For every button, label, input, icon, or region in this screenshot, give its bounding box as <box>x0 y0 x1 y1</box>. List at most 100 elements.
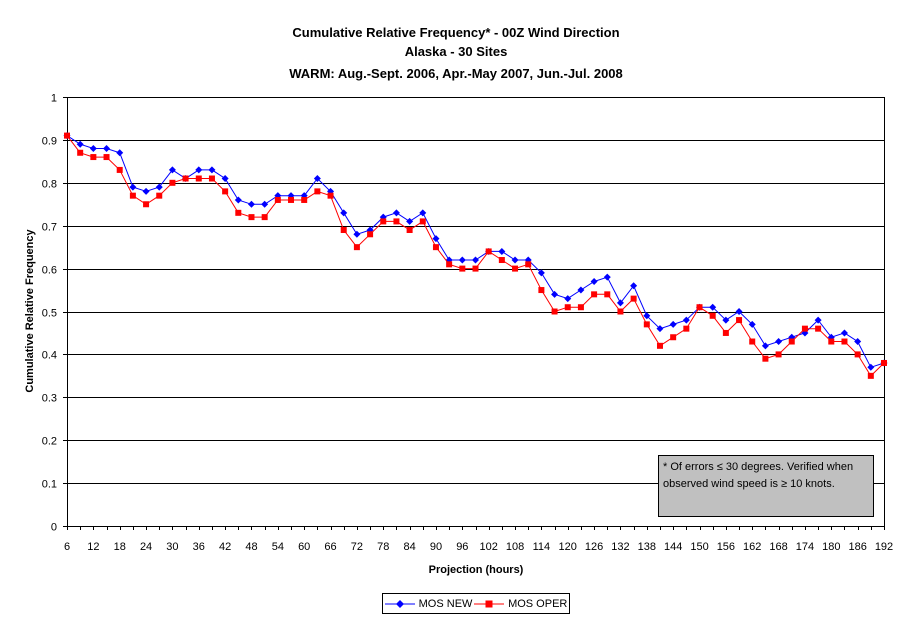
x-tick-label-27: 168 <box>769 541 787 553</box>
y-tick-label-9: 0.9 <box>42 136 57 148</box>
point-1-8 <box>169 179 176 186</box>
point-1-1 <box>77 149 84 156</box>
y-tick-label-6: 0.6 <box>42 265 57 277</box>
footnote-box: * Of errors ≤ 30 degrees. Verified when … <box>658 455 874 517</box>
point-1-13 <box>235 209 242 216</box>
x-tick-label-19: 120 <box>559 541 577 553</box>
x-tick-label-5: 36 <box>193 541 205 553</box>
point-0-22 <box>353 230 361 238</box>
point-0-61 <box>867 363 875 371</box>
point-1-54 <box>775 351 782 358</box>
legend-swatch-mos-new <box>384 599 415 608</box>
x-axis-label: Projection (hours) <box>429 564 524 576</box>
y-tick-label-3: 0.3 <box>42 393 57 405</box>
point-1-18 <box>301 196 308 203</box>
point-0-1 <box>76 140 84 148</box>
point-1-26 <box>406 226 413 233</box>
point-0-2 <box>89 144 97 152</box>
point-1-46 <box>670 334 677 341</box>
point-1-43 <box>630 295 637 302</box>
point-1-37 <box>551 308 558 315</box>
point-1-29 <box>446 261 453 268</box>
point-1-62 <box>881 359 887 366</box>
point-0-49 <box>709 303 717 311</box>
footnote-line-2: observed wind speed is ≥ 10 knots. <box>663 478 835 490</box>
x-tick-label-26: 162 <box>743 541 761 553</box>
legend-item-mos-oper: MOS OPER <box>474 598 567 610</box>
point-1-7 <box>156 192 163 199</box>
point-0-45 <box>656 325 664 333</box>
x-tick-label-3: 24 <box>140 541 152 553</box>
footnote-line-1: * Of errors ≤ 30 degrees. Verified when <box>663 461 854 473</box>
y-tick-label-2: 0.2 <box>42 436 57 448</box>
point-1-49 <box>709 312 716 319</box>
x-tick-label-13: 84 <box>403 541 415 553</box>
point-1-23 <box>367 231 374 238</box>
point-0-25 <box>392 209 400 217</box>
point-0-50 <box>722 316 730 324</box>
point-1-3 <box>103 154 110 161</box>
point-0-37 <box>551 290 559 298</box>
x-tick-label-18: 114 <box>533 541 551 553</box>
x-tick-label-30: 186 <box>848 541 866 553</box>
point-1-57 <box>815 325 822 332</box>
point-1-35 <box>525 261 532 268</box>
title-line-3: WARM: Aug.-Sept. 2006, Apr.-May 2007, Ju… <box>289 66 623 81</box>
point-1-16 <box>274 196 281 203</box>
point-1-60 <box>854 351 861 358</box>
point-1-27 <box>419 218 426 225</box>
x-tick-label-14: 90 <box>430 541 442 553</box>
x-tick-label-9: 60 <box>298 541 310 553</box>
x-tick-label-29: 180 <box>822 541 840 553</box>
point-1-44 <box>643 321 650 328</box>
point-1-20 <box>327 192 334 199</box>
point-1-32 <box>485 248 492 255</box>
point-0-15 <box>261 200 269 208</box>
y-tick-label-1: 0.1 <box>42 479 57 491</box>
legend-label-mos-oper: MOS OPER <box>508 597 568 610</box>
point-0-12 <box>221 175 229 183</box>
x-tick-label-22: 138 <box>638 541 656 553</box>
x-tick-label-31: 192 <box>875 541 893 553</box>
point-1-25 <box>393 218 400 225</box>
point-1-30 <box>459 265 466 272</box>
point-1-9 <box>182 175 189 182</box>
x-tick-label-20: 126 <box>585 541 603 553</box>
x-tick-label-6: 42 <box>219 541 231 553</box>
point-1-17 <box>288 196 295 203</box>
point-1-47 <box>683 325 690 332</box>
y-tick-labels: 0 0.1 0.2 0.3 0.4 0.5 0.6 0.7 0.8 0.9 1 <box>42 93 57 534</box>
point-0-52 <box>748 320 756 328</box>
x-tick-label-15: 96 <box>456 541 468 553</box>
point-0-57 <box>814 316 822 324</box>
point-0-4 <box>116 149 124 157</box>
x-tick-label-23: 144 <box>664 541 682 553</box>
y-axis-label: Cumulative Relative Frequency <box>24 229 36 393</box>
point-1-39 <box>577 304 584 311</box>
point-0-54 <box>775 338 783 346</box>
point-1-31 <box>472 265 479 272</box>
point-0-34 <box>511 256 519 264</box>
axes <box>63 97 885 530</box>
point-0-40 <box>590 277 598 285</box>
x-tick-label-11: 72 <box>351 541 363 553</box>
point-0-33 <box>498 247 506 255</box>
point-0-7 <box>155 183 163 191</box>
x-tick-label-17: 108 <box>506 541 524 553</box>
data-series <box>63 132 888 379</box>
x-tick-labels: 6 12 18 24 30 36 42 48 54 60 66 72 78 84 90 96 102 108 114… <box>64 541 893 553</box>
point-1-59 <box>841 338 848 345</box>
point-1-5 <box>129 192 136 199</box>
point-0-41 <box>603 273 611 281</box>
legend-item-mos-new: MOS NEW <box>384 597 473 610</box>
point-1-40 <box>591 291 598 298</box>
x-tick-label-8: 54 <box>272 541 284 553</box>
plot-area <box>67 97 884 526</box>
point-1-36 <box>538 287 545 294</box>
point-1-48 <box>696 304 703 311</box>
y-tick-label-0: 0 <box>51 522 57 534</box>
y-tick-label-4: 0.4 <box>42 350 57 362</box>
legend-label-mos-new: MOS NEW <box>418 597 473 610</box>
point-0-42 <box>616 299 624 307</box>
series-1 <box>64 132 887 379</box>
